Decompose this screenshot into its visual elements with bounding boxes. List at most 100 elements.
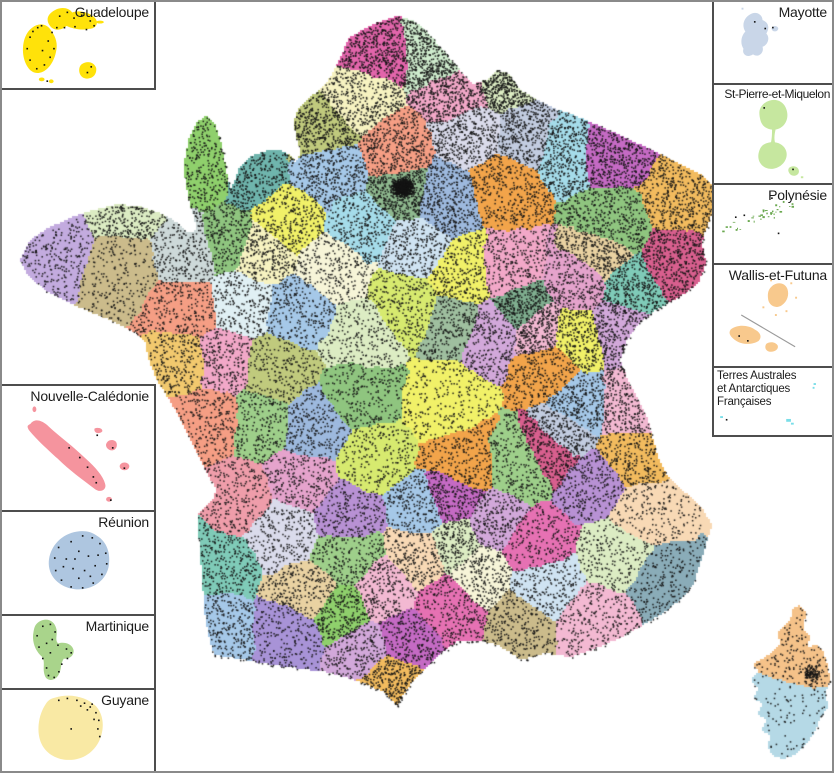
- commune-dot: [38, 646, 40, 648]
- atoll-speck: [779, 206, 781, 208]
- commune-dot: [72, 567, 74, 570]
- inset-guadeloupe: Guadeloupe: [0, 0, 156, 90]
- taaf-island: [812, 386, 815, 389]
- taaf-label-line1: Terres Australes: [717, 370, 797, 382]
- commune-dot: [70, 540, 72, 543]
- atoll-speck: [791, 205, 795, 208]
- inset-label-guadeloupe: Guadeloupe: [74, 4, 149, 20]
- commune-dot: [94, 564, 96, 567]
- futuna-island: [729, 325, 761, 344]
- commune-dot: [51, 638, 54, 641]
- commune-dot: [58, 15, 61, 18]
- commune-dot: [95, 481, 98, 484]
- commune-dot: [45, 642, 48, 645]
- atoll-speck: [739, 229, 742, 230]
- commune-dot: [43, 64, 46, 66]
- atoll-speck: [760, 214, 764, 216]
- atoll-speck: [725, 226, 728, 228]
- commune-dot: [36, 26, 39, 29]
- atoll-speck: [758, 215, 762, 217]
- commune-dot: [41, 49, 44, 52]
- commune-dot: [85, 28, 88, 31]
- guadeloupe-marie-galante: [79, 62, 97, 79]
- atoll-speck: [729, 226, 732, 228]
- spm-langlade: [758, 142, 787, 169]
- spm-map: [758, 99, 804, 179]
- inset-label-st-pierre-et-miquelon: St-Pierre-et-Miquelon: [724, 87, 830, 101]
- inset-wallis-et-futuna: Wallis-et-Futuna: [712, 263, 834, 368]
- commune-dot: [79, 705, 82, 707]
- commune-dot: [36, 634, 38, 637]
- commune-dot: [738, 335, 741, 337]
- atoll-speck: [752, 215, 755, 217]
- inset-label-terres-australes: Terres Australes et Antarctiques Françai…: [717, 370, 796, 410]
- commune-dot: [53, 47, 55, 50]
- wallis-islet: [790, 282, 793, 285]
- inset-label-polynesie: Polynésie: [768, 187, 827, 203]
- commune-dot: [70, 728, 72, 730]
- commune-dot: [47, 674, 50, 677]
- inset-nouvelle-caledonie: Nouvelle-Calédonie: [0, 384, 156, 512]
- wallis-islet: [770, 279, 773, 282]
- nc-lifou: [106, 440, 117, 451]
- taaf-label-line2: et Antarctiques: [717, 383, 791, 396]
- wallis-islet: [774, 314, 777, 316]
- polynesie-commune-dots: [734, 197, 780, 235]
- commune-dot: [89, 20, 92, 22]
- taaf-commune-dots: [725, 418, 728, 421]
- commune-dot: [753, 21, 756, 23]
- guadeloupe-grande-terre: [47, 7, 97, 30]
- reunion-commune-dots: [53, 535, 108, 589]
- commune-dot: [91, 537, 94, 539]
- alofi-island: [765, 342, 778, 352]
- commune-dot: [772, 26, 774, 29]
- commune-dot: [26, 47, 29, 50]
- inset-label-reunion: Réunion: [98, 514, 149, 530]
- commune-dot: [80, 14, 83, 17]
- commune-dot: [45, 667, 48, 669]
- atoll-speck: [770, 212, 773, 215]
- commune-dot: [54, 569, 57, 572]
- guyane-territory: [38, 695, 103, 760]
- commune-dot: [86, 709, 89, 711]
- commune-dot: [66, 697, 69, 700]
- commune-dot: [111, 447, 114, 449]
- inset-polynesie: Polynésie: [712, 183, 834, 265]
- commune-dot: [98, 735, 101, 738]
- taaf-island: [813, 383, 816, 385]
- commune-dot: [109, 499, 112, 501]
- atoll-speck: [735, 229, 738, 231]
- commune-dot: [764, 27, 767, 30]
- inset-st-pierre-et-miquelon: St-Pierre-et-Miquelon: [712, 83, 834, 185]
- commune-dot: [83, 569, 86, 572]
- commune-dot: [86, 71, 89, 74]
- atoll-speck: [791, 203, 794, 205]
- reunion-island: [48, 531, 110, 590]
- taaf-label-line3: Françaises: [717, 396, 772, 409]
- commune-dot: [86, 466, 89, 469]
- commune-dot: [97, 728, 99, 730]
- atoll-speck: [762, 210, 765, 213]
- commune-dot: [66, 11, 69, 14]
- atoll-speck: [722, 230, 725, 233]
- guadeloupe-map: [22, 7, 104, 84]
- atoll-speck: [788, 206, 791, 207]
- inset-label-martinique: Martinique: [85, 618, 150, 634]
- inset-label-wallis-et-futuna: Wallis-et-Futuna: [728, 267, 827, 283]
- inset-label-guyane: Guyane: [101, 692, 149, 708]
- nc-belep: [32, 406, 37, 413]
- commune-dot: [76, 699, 78, 702]
- commune-dot: [49, 623, 52, 626]
- commune-dot: [42, 625, 44, 628]
- commune-dot: [725, 418, 728, 421]
- commune-dot: [91, 703, 93, 705]
- commune-dot: [78, 577, 80, 580]
- wallis-commune-dots: [738, 335, 749, 342]
- guadeloupe-commune-dots: [26, 11, 95, 82]
- commune-dot: [93, 718, 95, 721]
- commune-dot: [63, 26, 66, 29]
- mayotte-commune-dots: [753, 21, 774, 30]
- atoll-speck: [762, 216, 765, 219]
- polynesie-map: [722, 197, 795, 235]
- atoll-speck: [753, 220, 755, 223]
